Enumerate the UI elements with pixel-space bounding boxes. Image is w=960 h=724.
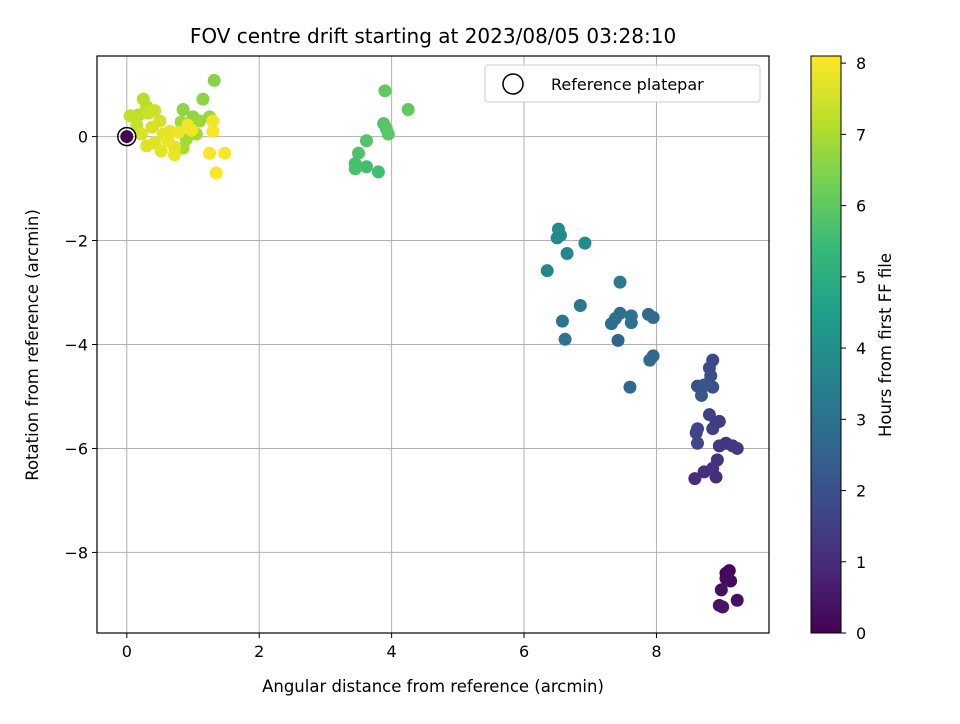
x-tick-label: 8: [651, 642, 661, 661]
data-point: [148, 104, 162, 118]
x-tick-label: 4: [387, 642, 397, 661]
colorbar-label: Hours from first FF file: [876, 253, 895, 437]
y-tick-label: −8: [64, 543, 88, 562]
data-point: [690, 436, 704, 450]
data-point: [359, 134, 373, 148]
x-axis-label: Angular distance from reference (arcmin): [262, 677, 604, 696]
data-point: [646, 310, 660, 324]
data-point: [573, 299, 587, 313]
data-point: [209, 166, 223, 180]
colorbar-tick-label: 7: [856, 125, 866, 144]
data-point: [154, 144, 168, 158]
colorbar-tick-label: 3: [856, 410, 866, 429]
data-point: [348, 162, 362, 176]
data-point: [203, 146, 217, 160]
data-point: [578, 236, 592, 250]
legend-label-reference-platepar: Reference platepar: [551, 75, 704, 94]
legend-box: [484, 64, 761, 103]
data-point: [560, 247, 574, 261]
data-point: [688, 472, 702, 486]
data-point: [716, 600, 730, 614]
reference-platepar-marker: [117, 126, 137, 147]
data-point: [613, 275, 627, 289]
data-point: [611, 333, 625, 347]
data-point: [706, 422, 720, 436]
data-point: [624, 316, 638, 330]
data-point: [207, 73, 221, 87]
data-point: [697, 378, 711, 392]
colorbar-tick-label: 1: [856, 553, 866, 572]
data-point: [123, 109, 137, 123]
data-point: [161, 134, 175, 148]
x-tick-label: 0: [122, 642, 132, 661]
data-point: [120, 130, 134, 144]
colorbar-tick-label: 2: [856, 482, 866, 501]
data-point: [378, 84, 392, 98]
colorbar-gradient: [810, 55, 842, 634]
legend: Reference platepar: [484, 64, 761, 103]
data-point: [702, 408, 716, 422]
colorbar-tick-label: 0: [856, 624, 866, 643]
data-point: [218, 146, 232, 160]
y-tick-label: −2: [64, 232, 88, 251]
data-point: [551, 222, 565, 236]
data-point: [623, 380, 637, 394]
chart-title: FOV centre drift starting at 2023/08/05 …: [190, 24, 676, 48]
y-axis-ticks: 0 −2 −4 −6 −8: [64, 128, 97, 562]
data-point: [646, 349, 660, 363]
y-tick-label: 0: [78, 128, 88, 147]
data-point: [371, 165, 385, 179]
data-point: [613, 306, 627, 320]
legend-marker-icon: [502, 73, 524, 95]
data-point: [352, 146, 366, 160]
data-point: [714, 583, 728, 597]
data-point: [171, 125, 185, 139]
data-point: [710, 453, 724, 467]
x-tick-label: 6: [519, 642, 529, 661]
grid-lines: [97, 56, 769, 633]
data-point: [689, 426, 703, 440]
data-point: [724, 574, 738, 588]
data-point: [185, 123, 199, 137]
data-point: [540, 264, 554, 278]
data-point: [381, 127, 395, 141]
data-point: [167, 148, 181, 162]
colorbar: 0 1 2 3 4 5 6 7 8 Hours from first FF file: [810, 54, 895, 643]
colorbar-ticks: 0 1 2 3 4 5 6 7 8: [841, 54, 866, 643]
data-point: [359, 160, 373, 174]
y-tick-label: −6: [64, 439, 88, 458]
colorbar-tick-label: 5: [856, 268, 866, 287]
data-point: [134, 127, 148, 141]
data-point: [401, 103, 415, 117]
colorbar-tick-label: 6: [856, 197, 866, 216]
y-tick-label: −4: [64, 336, 88, 355]
data-point: [206, 124, 220, 138]
y-axis-label: Rotation from reference (arcmin): [23, 209, 42, 481]
scatter-points: [120, 73, 744, 614]
data-point: [196, 92, 210, 106]
data-point: [730, 593, 744, 607]
data-point: [558, 332, 572, 346]
data-point: [694, 388, 708, 402]
x-tick-label: 2: [254, 642, 264, 661]
data-point: [145, 120, 159, 134]
data-point: [193, 114, 207, 128]
data-point: [555, 314, 569, 328]
data-point: [730, 441, 744, 455]
data-point: [176, 103, 190, 117]
x-axis-ticks: 0 2 4 6 8: [122, 633, 662, 661]
colorbar-tick-label: 4: [856, 339, 866, 358]
colorbar-tick-label: 8: [856, 54, 866, 73]
data-point: [206, 114, 220, 128]
data-point: [712, 439, 726, 453]
